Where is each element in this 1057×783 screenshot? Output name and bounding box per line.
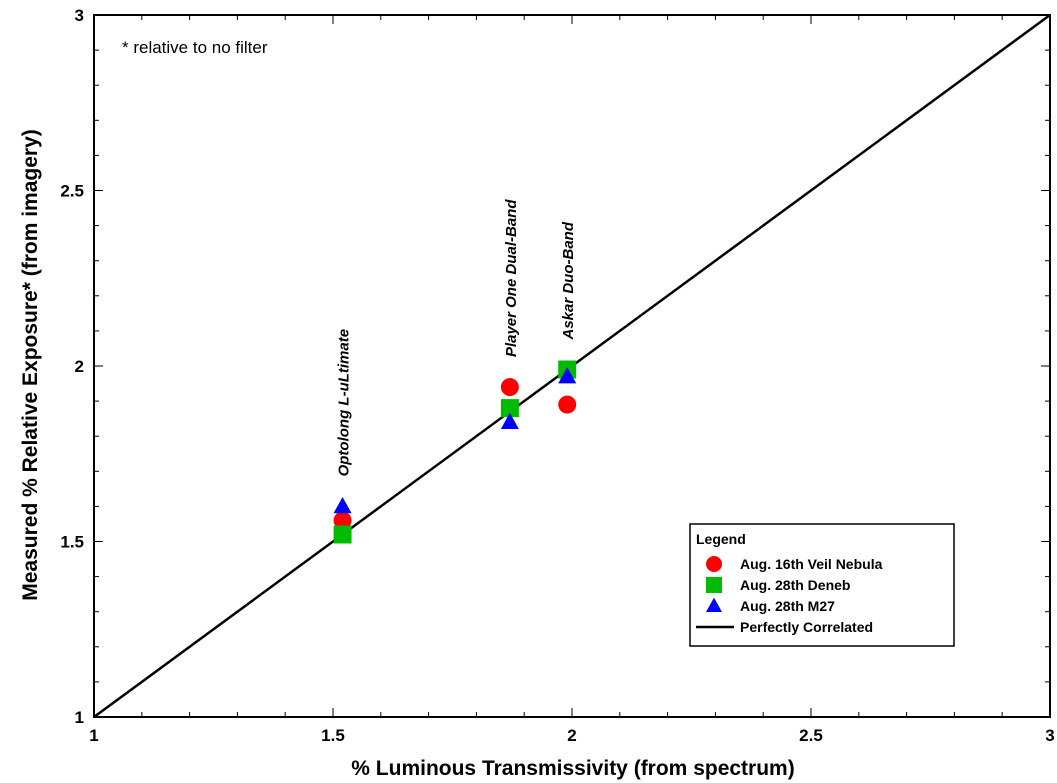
filter-annotation: Askar Duo-Band <box>560 221 577 340</box>
data-point-square <box>500 399 519 418</box>
y-tick-label: 2 <box>75 357 84 376</box>
marker-layer <box>333 360 577 544</box>
legend-label: Perfectly Correlated <box>740 619 873 635</box>
y-tick-label: 2.5 <box>60 182 84 201</box>
x-tick-label: 2 <box>567 726 576 745</box>
data-point-triangle <box>558 367 577 384</box>
x-tick-label: 2.5 <box>799 726 823 745</box>
data-point-square <box>333 525 352 544</box>
data-point-circle <box>500 378 519 397</box>
x-tick-label: 1.5 <box>321 726 345 745</box>
annotation-layer: Optolong L-uLtimate Player One Dual-Band A… <box>336 199 578 477</box>
legend-swatch-circle <box>706 556 722 572</box>
y-tick-label: 1 <box>75 708 84 727</box>
y-tick-label: 1.5 <box>60 533 84 552</box>
legend-box <box>689 523 955 647</box>
legend-label: Aug. 28th Deneb <box>740 577 850 593</box>
filter-annotation: Player One Dual-Band <box>503 199 520 357</box>
legend-label: Aug. 28th M27 <box>740 598 835 614</box>
legend: Legend Aug. 16th Veil Nebula Aug. 28th Den… <box>689 523 955 647</box>
legend-label: Aug. 16th Veil Nebula <box>740 556 883 572</box>
footnote-text: * relative to no filter <box>122 38 268 57</box>
x-tick-label: 1 <box>89 726 98 745</box>
data-point-circle <box>558 395 577 414</box>
legend-swatch-triangle <box>706 597 722 613</box>
data-point-triangle <box>500 412 519 429</box>
legend-swatch-square <box>706 577 722 593</box>
y-axis-title: Measured % Relative Exposure* (from imag… <box>19 129 42 601</box>
x-tick-label: 3 <box>1045 726 1054 745</box>
axes: 1 1.5 2 2.5 3 1 1.5 2 2.5 3 <box>60 6 1054 745</box>
data-point-triangle <box>333 496 352 514</box>
x-axis-title: % Luminous Transmissivity (from spectrum… <box>351 757 794 780</box>
legend-title: Legend <box>696 531 746 547</box>
filter-annotation: Optolong L-uLtimate <box>336 329 353 476</box>
y-tick-label: 3 <box>75 6 84 25</box>
data-point-circle <box>333 511 352 530</box>
